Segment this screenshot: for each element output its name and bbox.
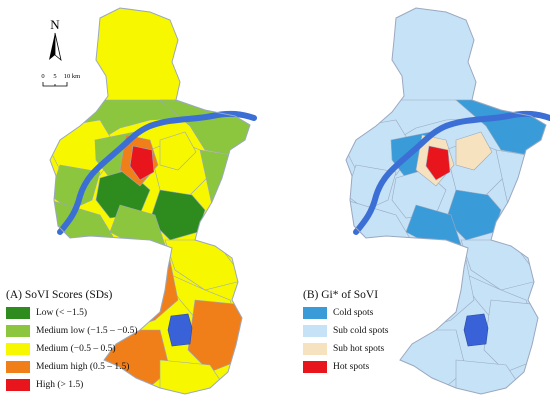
district-21 [455, 131, 493, 171]
legend-swatch [6, 342, 30, 355]
scale-bar: 0 5 10 km [41, 73, 80, 87]
legend-title: (B) Gi* of SoVI [303, 289, 379, 301]
legend-label: Sub hot spots [333, 343, 385, 354]
sovi-score-map [49, 7, 257, 395]
legend-item: Cold spots [303, 305, 388, 320]
scale-tick-0: 0 [41, 73, 44, 80]
region-border [49, 7, 251, 395]
lake [167, 313, 193, 347]
legend-label: Medium (−0.5 – 0.5) [36, 343, 116, 354]
legend-item: Sub hot spots [303, 341, 388, 356]
legend-label: Hot spots [333, 361, 370, 372]
legend-item: Low (< −1.5) [6, 305, 138, 320]
legend-swatch [303, 306, 327, 319]
yangtze-river [353, 110, 550, 235]
region-border [345, 7, 547, 395]
legend-swatch [303, 360, 327, 373]
legend-sovi-scores: (A) SoVI Scores (SDs) Low (< −1.5) Medium… [6, 289, 138, 395]
legend-item: Medium high (0.5 – 1.5) [6, 359, 138, 374]
yangtze-river [57, 110, 257, 235]
legend-label: High (> 1.5) [36, 379, 84, 390]
legend-label: Cold spots [333, 307, 374, 318]
legend-gi-star: (B) Gi* of SoVI Cold spots Sub cold spots… [303, 289, 388, 377]
legend-item: High (> 1.5) [6, 377, 138, 392]
legend-swatch [6, 378, 30, 391]
north-label: N [50, 17, 60, 32]
legend-swatch [303, 324, 327, 337]
legend-title: (A) SoVI Scores (SDs) [6, 289, 113, 301]
lake [463, 313, 489, 347]
legend-item: Medium low (−1.5 – −0.5) [6, 323, 138, 338]
scale-tick-10: 10 km [64, 73, 80, 80]
legend-item: Hot spots [303, 359, 388, 374]
legend-label: Sub cold spots [333, 325, 389, 336]
district-20 [425, 145, 451, 181]
legend-swatch [303, 342, 327, 355]
district-21 [159, 131, 197, 171]
legend-label: Medium low (−1.5 – −0.5) [36, 325, 138, 336]
legend-item: Medium (−0.5 – 0.5) [6, 341, 138, 356]
legend-label: Medium high (0.5 – 1.5) [36, 361, 130, 372]
district-20 [129, 145, 155, 181]
legend-item: Sub cold spots [303, 323, 388, 338]
legend-label: Low (< −1.5) [36, 307, 88, 318]
scale-tick-5: 5 [53, 73, 56, 80]
legend-swatch [6, 324, 30, 337]
north-arrow-icon: N [49, 17, 62, 62]
legend-swatch [6, 306, 30, 319]
legend-swatch [6, 360, 30, 373]
